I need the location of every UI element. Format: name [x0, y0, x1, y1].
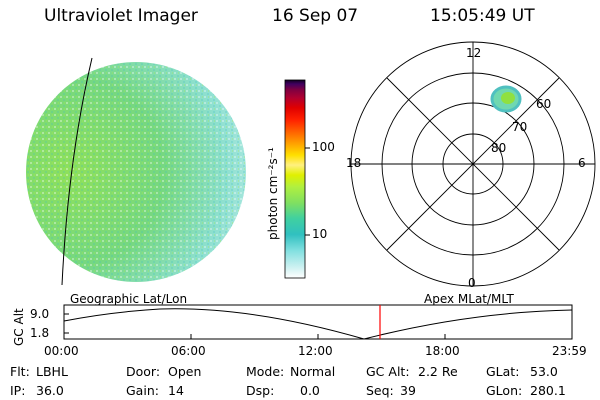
- terminator-line: [61, 57, 93, 286]
- ip-value: 36.0: [36, 383, 64, 398]
- altitude-ytick-9: 9.0: [30, 307, 50, 321]
- ip-label: IP:: [10, 383, 26, 398]
- altitude-xtick-2359: 23:59: [552, 344, 587, 358]
- polar-plot: [350, 41, 596, 287]
- mlat-label-60: 60: [536, 97, 552, 111]
- altitude-curve: [63, 308, 573, 340]
- gain-value: 14: [168, 383, 184, 398]
- gain-label: Gain:: [126, 383, 159, 398]
- time-label: 15:05:49 UT: [430, 6, 535, 26]
- mlt-label-6: 6: [578, 156, 586, 170]
- glat-label: GLat:: [486, 364, 520, 379]
- globe-image: [26, 57, 246, 286]
- flt-label: Flt:: [10, 364, 30, 379]
- door-value: Open: [168, 364, 202, 379]
- mode-label: Mode:: [246, 364, 285, 379]
- globe-projection-label: Geographic Lat/Lon: [70, 292, 188, 306]
- seq-value: 39: [400, 383, 416, 398]
- mlt-label-0: 0: [468, 276, 476, 290]
- mlt-label-18: 18: [346, 156, 362, 170]
- date-label: 16 Sep 07: [272, 6, 359, 26]
- glon-label: GLon:: [486, 383, 523, 398]
- mlat-label-70: 70: [512, 120, 528, 134]
- colorbar: [284, 79, 310, 279]
- instrument-title: Ultraviolet Imager: [44, 6, 198, 26]
- altitude-ylabel: GC Alt: [12, 308, 26, 346]
- dsp-value: 0.0: [300, 383, 320, 398]
- mode-value: Normal: [290, 364, 336, 379]
- polar-projection-label: Apex MLat/MLT: [424, 292, 514, 306]
- altitude-ytick-1-8: 1.8: [30, 326, 50, 340]
- flt-value: LBHL: [36, 364, 68, 379]
- altitude-xtick-0600: 06:00: [171, 344, 206, 358]
- altitude-xtick-1800: 18:00: [425, 344, 460, 358]
- glon-value: 280.1: [530, 383, 566, 398]
- mlat-label-80: 80: [491, 141, 507, 155]
- colorbar-label: photon cm⁻²s⁻¹: [266, 147, 280, 240]
- door-label: Door:: [126, 364, 161, 379]
- gc-alt-label: GC Alt:: [366, 364, 410, 379]
- gc-alt-value: 2.2 Re: [418, 364, 458, 379]
- colorbar-tick-10: 10: [312, 227, 328, 241]
- dsp-label: Dsp:: [246, 383, 275, 398]
- altitude-xtick-0000: 00:00: [44, 344, 79, 358]
- glat-value: 53.0: [530, 364, 558, 379]
- altitude-xtick-1200: 12:00: [298, 344, 333, 358]
- altitude-plot: [63, 304, 573, 340]
- colorbar-tick-100: 100: [312, 140, 335, 154]
- mlt-label-12: 12: [466, 46, 482, 60]
- seq-label: Seq:: [366, 383, 394, 398]
